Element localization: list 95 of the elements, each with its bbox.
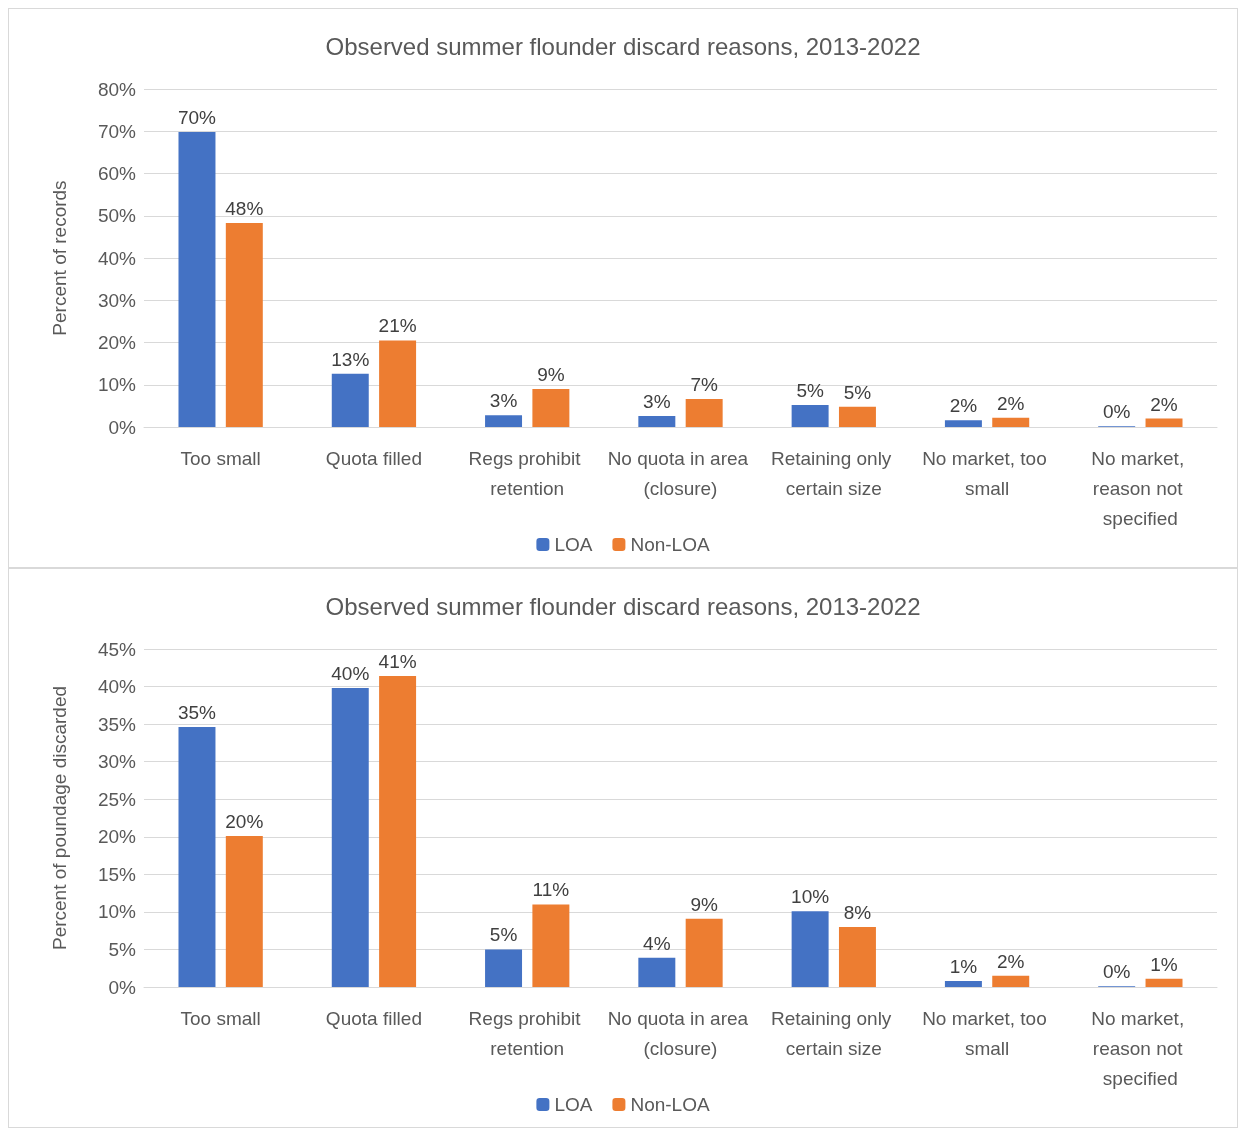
y-tick-label: 70% — [97, 120, 137, 142]
y-axis-title: Percent of records — [49, 180, 70, 336]
data-label: 11% — [532, 879, 570, 901]
bar — [379, 340, 417, 427]
x-tick-label: Too small — [180, 1007, 261, 1029]
legend-label: Non-LOA — [630, 1094, 710, 1115]
data-label: 5% — [843, 381, 872, 403]
x-tick-label: No market, too small — [922, 1007, 1053, 1059]
bar — [178, 727, 216, 987]
bar — [685, 399, 723, 427]
data-label: 2% — [949, 395, 978, 417]
chart-title: Observed summer flounder discard reasons, 2013-2022 — [325, 592, 921, 620]
bar — [838, 406, 876, 427]
y-tick-label: 80% — [97, 78, 137, 100]
y-axis-title: Percent of poundage discarded — [49, 685, 70, 951]
y-tick-label: 5% — [108, 938, 137, 960]
y-tick-label: 30% — [97, 289, 137, 311]
data-label: 3% — [643, 391, 671, 413]
bar — [225, 836, 263, 987]
y-tick-label: 0% — [108, 416, 137, 438]
legend-label: LOA — [554, 1094, 593, 1115]
bar — [225, 222, 263, 427]
bar — [485, 415, 523, 427]
data-label: 1% — [949, 955, 978, 977]
legend-label: Non-LOA — [630, 534, 710, 555]
x-tick-label: Quota filled — [325, 1007, 422, 1029]
bar — [791, 405, 829, 427]
y-tick-label: 20% — [97, 332, 137, 353]
bar — [1145, 978, 1183, 987]
y-tick-label: 40% — [97, 676, 137, 698]
data-label: 20% — [225, 811, 264, 833]
data-label: 40% — [331, 663, 370, 685]
data-label: 0% — [1102, 401, 1131, 423]
y-tick-label: 60% — [97, 163, 137, 184]
y-tick-label: 0% — [108, 976, 137, 998]
x-tick-label: Retaining only certain size — [770, 1007, 897, 1059]
x-tick-label: No market, too small — [922, 447, 1053, 499]
x-tick-label: Quota filled — [325, 447, 422, 469]
legend-label: LOA — [554, 534, 593, 555]
y-tick-label: 10% — [97, 374, 137, 396]
x-tick-label: Regs prohibit retention — [468, 1007, 586, 1059]
y-tick-label: 25% — [97, 788, 137, 810]
bar — [1145, 418, 1183, 427]
bar — [638, 416, 676, 427]
data-label: 35% — [177, 702, 217, 724]
data-label: 8% — [843, 901, 872, 923]
y-tick-label: 50% — [97, 205, 137, 227]
data-label: 4% — [643, 932, 671, 954]
x-tick-label: Too small — [180, 447, 261, 469]
y-tick-label: 35% — [97, 713, 137, 735]
data-label: 0% — [1102, 961, 1131, 983]
bar — [944, 980, 982, 987]
data-label: 10% — [791, 886, 830, 908]
y-tick-label: 20% — [97, 826, 137, 848]
y-tick-label: 10% — [97, 901, 137, 923]
data-label: 9% — [537, 363, 565, 385]
x-tick-label: No quota in area (closure) — [607, 1007, 754, 1059]
data-label: 9% — [690, 893, 718, 915]
data-label: 2% — [997, 950, 1025, 972]
bar — [379, 676, 417, 987]
y-tick-label: 45% — [97, 638, 137, 660]
bar — [838, 926, 876, 987]
bar — [485, 949, 523, 987]
bar — [331, 373, 369, 427]
x-tick-label: No quota in area (closure) — [607, 447, 754, 499]
bar — [944, 420, 982, 427]
data-label: 1% — [1150, 953, 1178, 975]
bar — [532, 904, 570, 987]
bar — [331, 688, 369, 987]
data-label: 13% — [331, 348, 370, 370]
y-tick-label: 40% — [97, 247, 137, 269]
data-label: 5% — [489, 924, 518, 946]
x-tick-label: No market, reason not specified — [1091, 1007, 1190, 1089]
data-label: 2% — [997, 392, 1025, 414]
data-label: 2% — [1150, 393, 1178, 415]
data-label: 21% — [378, 315, 417, 337]
x-tick-label: No market, reason not specified — [1091, 447, 1190, 529]
bar — [178, 132, 216, 427]
bar — [638, 957, 676, 987]
data-label: 48% — [225, 197, 264, 219]
data-label: 41% — [378, 651, 417, 673]
data-label: 7% — [690, 374, 718, 396]
data-label: 5% — [796, 380, 824, 402]
data-label: 3% — [489, 390, 518, 412]
bar — [992, 975, 1030, 987]
bar — [992, 417, 1030, 427]
y-tick-label: 15% — [97, 863, 137, 885]
bar — [791, 911, 829, 987]
x-tick-label: Regs prohibit retention — [468, 447, 586, 499]
chart-title: Observed summer flounder discard reasons, 2013-2022 — [325, 32, 921, 60]
data-label: 70% — [177, 107, 217, 129]
x-tick-label: Retaining only certain size — [770, 447, 897, 499]
bar — [685, 918, 723, 987]
y-tick-label: 30% — [97, 751, 137, 773]
bar — [532, 388, 570, 427]
